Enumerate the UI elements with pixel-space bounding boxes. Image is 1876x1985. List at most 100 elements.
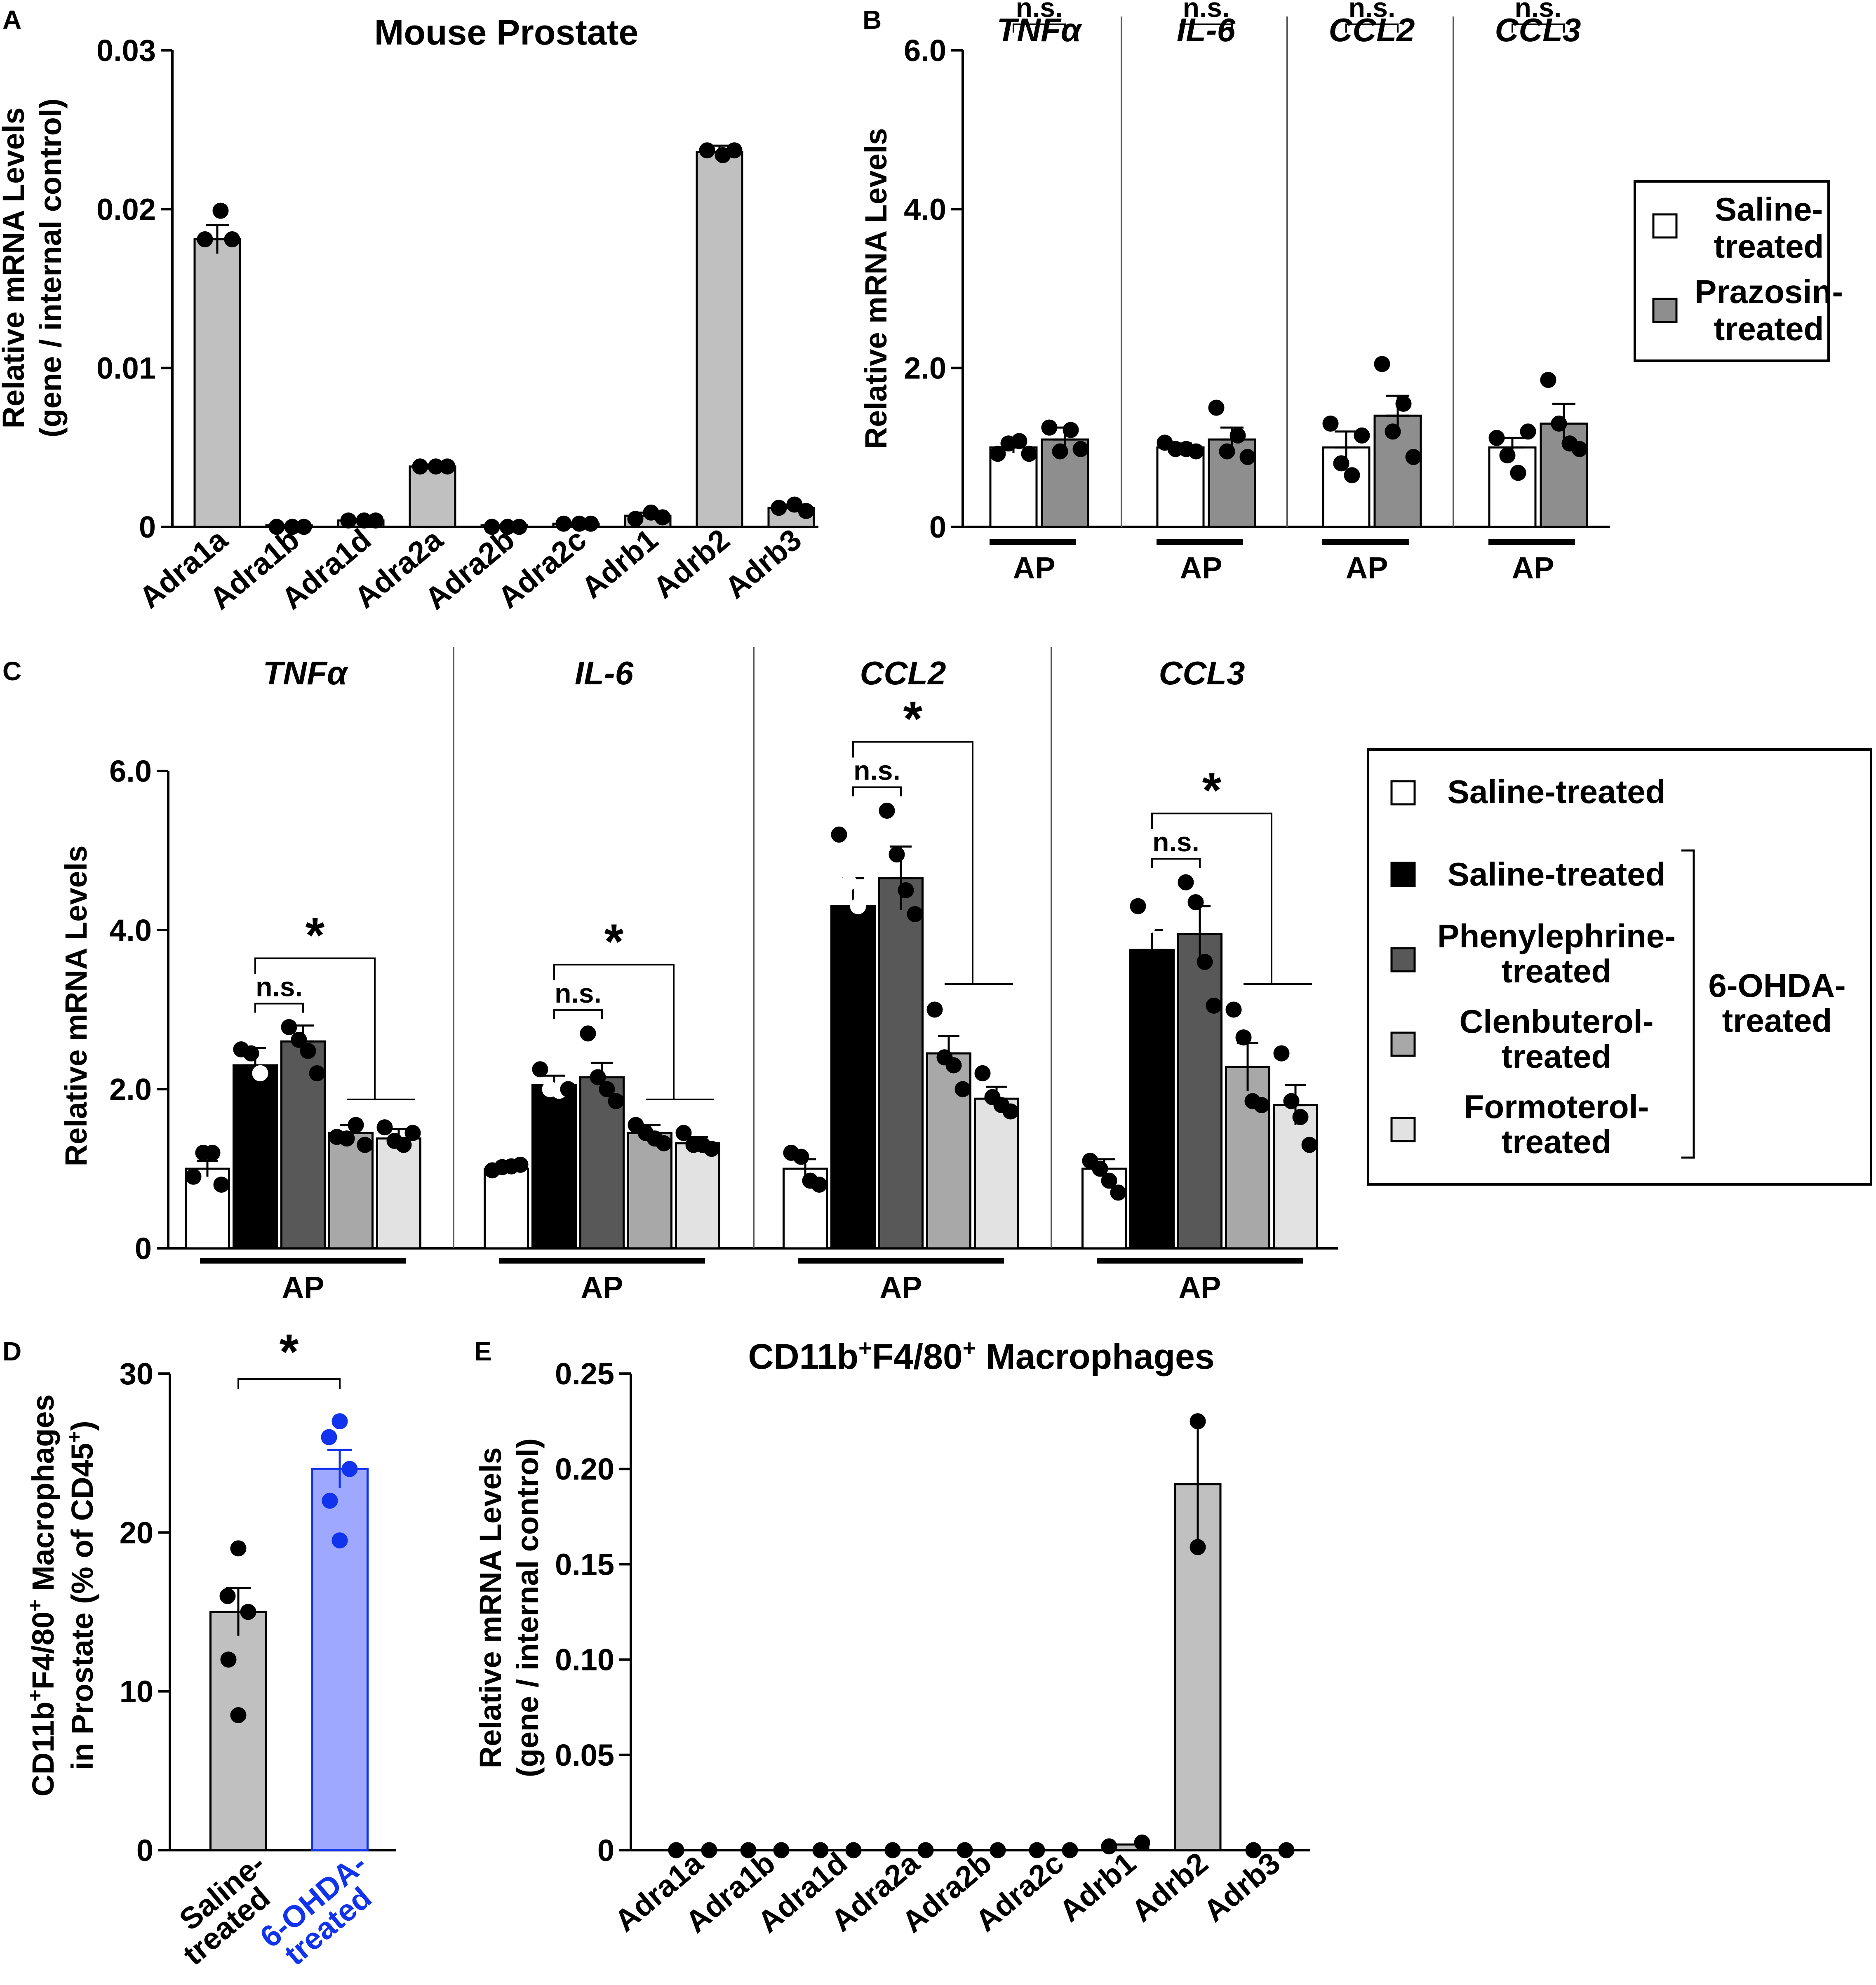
panel-a-y-tick-label: 0.03 [96, 33, 156, 68]
panel-c-point [793, 1149, 809, 1165]
panel-b-y-tick-label: 2.0 [904, 351, 946, 385]
panel-e-y-tick-label: 0.25 [555, 1357, 614, 1391]
panel-c-star-label: * [604, 914, 624, 969]
panel-c-point [348, 1117, 364, 1133]
panel-c-gene-label: CCL2 [860, 655, 946, 691]
panel-c-point [261, 1097, 277, 1113]
panel-c-bar [1225, 1066, 1270, 1250]
panel-e-point [1101, 1838, 1117, 1855]
legend-b-saline-swatch [1652, 213, 1678, 239]
panel-e-point [957, 1842, 973, 1858]
panel-d-point [230, 1540, 247, 1557]
panel-c-point [831, 826, 847, 843]
panel-b-point [1188, 443, 1204, 460]
panel-b-ns-bracket [1345, 23, 1399, 33]
panel-c-point [907, 906, 923, 922]
panel-c-point [1253, 1097, 1270, 1113]
panel-c-point [1158, 997, 1174, 1014]
panel-b-point [1520, 423, 1536, 440]
panel-e-y-tick-label: 0.05 [555, 1738, 614, 1772]
panel-c-group-label: AP [581, 1270, 623, 1304]
panel-c-point [1092, 1160, 1108, 1177]
panel-c-bar [830, 905, 876, 1250]
panel-a-point [511, 519, 527, 535]
panel-a-point [798, 503, 814, 519]
panel-c-point [281, 1019, 297, 1035]
panel-c-bar [675, 1142, 720, 1250]
panel-c-gene-label: TNFα [263, 655, 349, 691]
legend-b-prazosin-swatch [1652, 298, 1678, 323]
panel-c-point-open [841, 874, 857, 890]
panel-c-point [580, 1025, 596, 1042]
panel-b-chart: 02.04.06.0TNFαn.s.APIL-6n.s.APCCL2n.s.AP… [904, 0, 1610, 585]
panel-c-bar [328, 1132, 374, 1250]
panel-e-point [1062, 1842, 1078, 1858]
panel-c-point [1110, 1184, 1126, 1201]
panel-b-ns-bracket [1180, 23, 1233, 33]
panel-b-point [1571, 441, 1588, 457]
panel-a-x-label: Adrb3 [718, 522, 808, 605]
panel-d-point [219, 1588, 236, 1604]
panel-b-group-label: AP [1346, 551, 1388, 585]
panel-c-point [1292, 1109, 1309, 1125]
panel-c-point [599, 1081, 615, 1097]
legend-c-phenylephrine-line1: Phenylephrine- [1437, 918, 1676, 954]
panel-c-chart: 02.04.06.0TNFαn.s.*APIL-6n.s.*APCCL2n.s.… [109, 647, 1338, 1304]
panel-c-point [889, 846, 905, 863]
panel-letter-a: A [2, 5, 21, 35]
panel-e-point [812, 1842, 829, 1858]
panel-a-point [771, 500, 787, 516]
panel-c-point-open [1140, 918, 1156, 934]
panel-b-point [1219, 443, 1235, 460]
panel-c-group-label: AP [282, 1270, 324, 1304]
panel-e-y-tick-label: 0 [597, 1833, 614, 1868]
panel-c-star-bracket [1151, 813, 1272, 984]
panel-b-ns-label: n.s. [1349, 0, 1396, 23]
panel-b-y-tick-label: 0 [929, 510, 946, 544]
panel-c-point [185, 1168, 202, 1185]
panel-e-point [1029, 1842, 1045, 1858]
panel-a-x-label: Adrb1 [575, 522, 664, 605]
panel-a-point [340, 512, 357, 529]
panel-b-gene-label: CCL2 [1329, 12, 1415, 48]
panel-c-ns-bracket [852, 786, 902, 796]
panel-c-gene-label: IL-6 [575, 655, 634, 691]
panel-d-bar [209, 1611, 267, 1851]
panel-c-ylabel: Relative mRNA Levels [59, 846, 93, 1167]
panel-c-point [204, 1144, 221, 1161]
panel-e-point [1245, 1842, 1262, 1858]
panel-e-point [917, 1842, 934, 1858]
panel-e-point [845, 1842, 862, 1858]
panel-e-ylabel-1: Relative mRNA Levels [473, 1447, 508, 1769]
legend-c-saline-label: Saline-treated [1447, 773, 1665, 810]
panel-b-point [1333, 455, 1349, 472]
panel-b-point [1052, 443, 1068, 460]
panel-c-point [1301, 1137, 1318, 1153]
panel-b-point [1405, 449, 1422, 465]
panel-c-point [879, 803, 895, 819]
panel-c-point [1283, 1093, 1300, 1109]
panel-c-point [954, 1081, 971, 1097]
legend-c-formoterol-line1: Formoterol- [1464, 1088, 1649, 1125]
panel-a-point [484, 519, 500, 535]
panel-c-ns-bracket [254, 1003, 304, 1013]
panel-e-y-tick-label: 0.10 [555, 1643, 614, 1677]
panel-c-y-tick-label: 6.0 [109, 754, 152, 788]
legend-c-formoterol-line2: treated [1502, 1123, 1612, 1160]
panel-c-y-tick-label: 4.0 [109, 913, 152, 947]
panel-e-y-tick-label: 0.20 [555, 1452, 614, 1486]
legend-c-group-line2: treated [1722, 1002, 1832, 1039]
panel-b-point [1011, 433, 1027, 449]
panel-b-ns-bracket [1512, 23, 1565, 33]
panel-b-point [1021, 446, 1037, 462]
panel-d-sig-bracket [237, 1378, 341, 1389]
panel-d-y-tick-label: 30 [120, 1357, 153, 1391]
panel-b-gene-label: CCL3 [1495, 12, 1581, 48]
panel-c-point [1206, 997, 1222, 1014]
panel-c-point [590, 1069, 606, 1085]
panel-letter-e: E [474, 1337, 492, 1366]
panel-c-ns-label: n.s. [256, 971, 303, 1002]
panel-d-point [321, 1429, 337, 1445]
legend-c-ohda-saline-label: Saline-treated [1447, 856, 1665, 893]
panel-d-point [331, 1532, 348, 1549]
